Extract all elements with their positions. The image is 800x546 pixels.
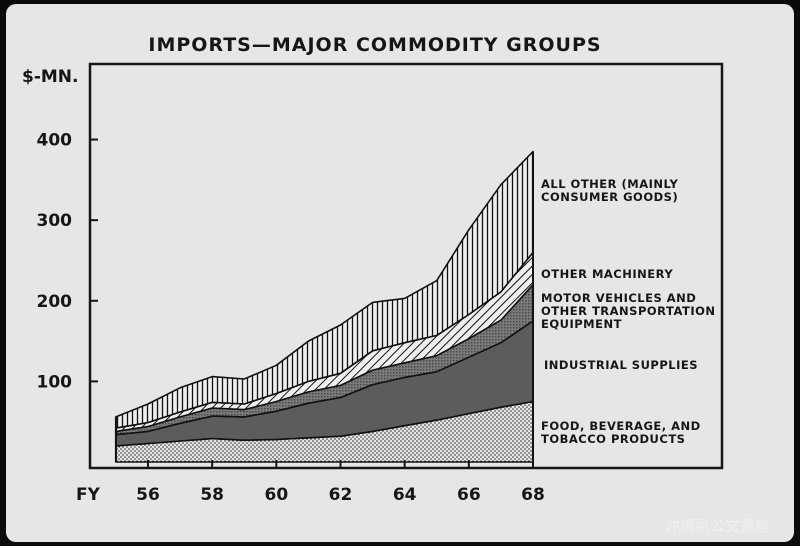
legend-label-motor-vehicles-and-other-transportation-equipment: EQUIPMENT bbox=[541, 317, 622, 331]
legend-label-other-machinery: OTHER MACHINERY bbox=[541, 267, 673, 281]
legend-label-all-other-mainly-consumer-goods: ALL OTHER (MAINLY bbox=[541, 177, 679, 191]
x-tick-label-58: 58 bbox=[200, 485, 224, 505]
legend-label-food-beverage-and-tobacco-products: FOOD, BEVERAGE, AND bbox=[541, 419, 701, 433]
legend-label-industrial-supplies: INDUSTRIAL SUPPLIES bbox=[544, 358, 698, 372]
chart-title: IMPORTS—MAJOR COMMODITY GROUPS bbox=[148, 34, 601, 56]
x-tick-label-60: 60 bbox=[264, 485, 288, 505]
legend-label-food-beverage-and-tobacco-products: TOBACCO PRODUCTS bbox=[541, 432, 685, 446]
y-tick-label-200: 200 bbox=[37, 292, 73, 312]
tick-labels: 100 200 300 400 56 58 60 62 64 66 68 bbox=[37, 131, 545, 505]
y-tick-label-100: 100 bbox=[37, 372, 73, 392]
x-tick-label-68: 68 bbox=[521, 485, 545, 505]
y-axis-label: $-MN. bbox=[22, 67, 79, 87]
plot-frame bbox=[88, 62, 724, 470]
y-tick-label-400: 400 bbox=[37, 131, 73, 151]
archive-watermark: 沖縄県公文書館 bbox=[665, 517, 770, 535]
x-axis-label: FY bbox=[76, 485, 101, 505]
y-tick-label-300: 300 bbox=[37, 211, 73, 231]
legend-label-motor-vehicles-and-other-transportation-equipment: OTHER TRANSPORTATION bbox=[541, 304, 716, 318]
x-tick-label-66: 66 bbox=[457, 485, 481, 505]
x-tick-label-62: 62 bbox=[329, 485, 353, 505]
legend-label-all-other-mainly-consumer-goods: CONSUMER GOODS) bbox=[541, 190, 678, 204]
x-tick-label-64: 64 bbox=[393, 485, 417, 505]
legend-label-motor-vehicles-and-other-transportation-equipment: MOTOR VEHICLES AND bbox=[541, 291, 696, 305]
x-tick-label-56: 56 bbox=[136, 485, 160, 505]
axis-ticks bbox=[90, 138, 534, 468]
stacked-areas bbox=[114, 150, 534, 463]
